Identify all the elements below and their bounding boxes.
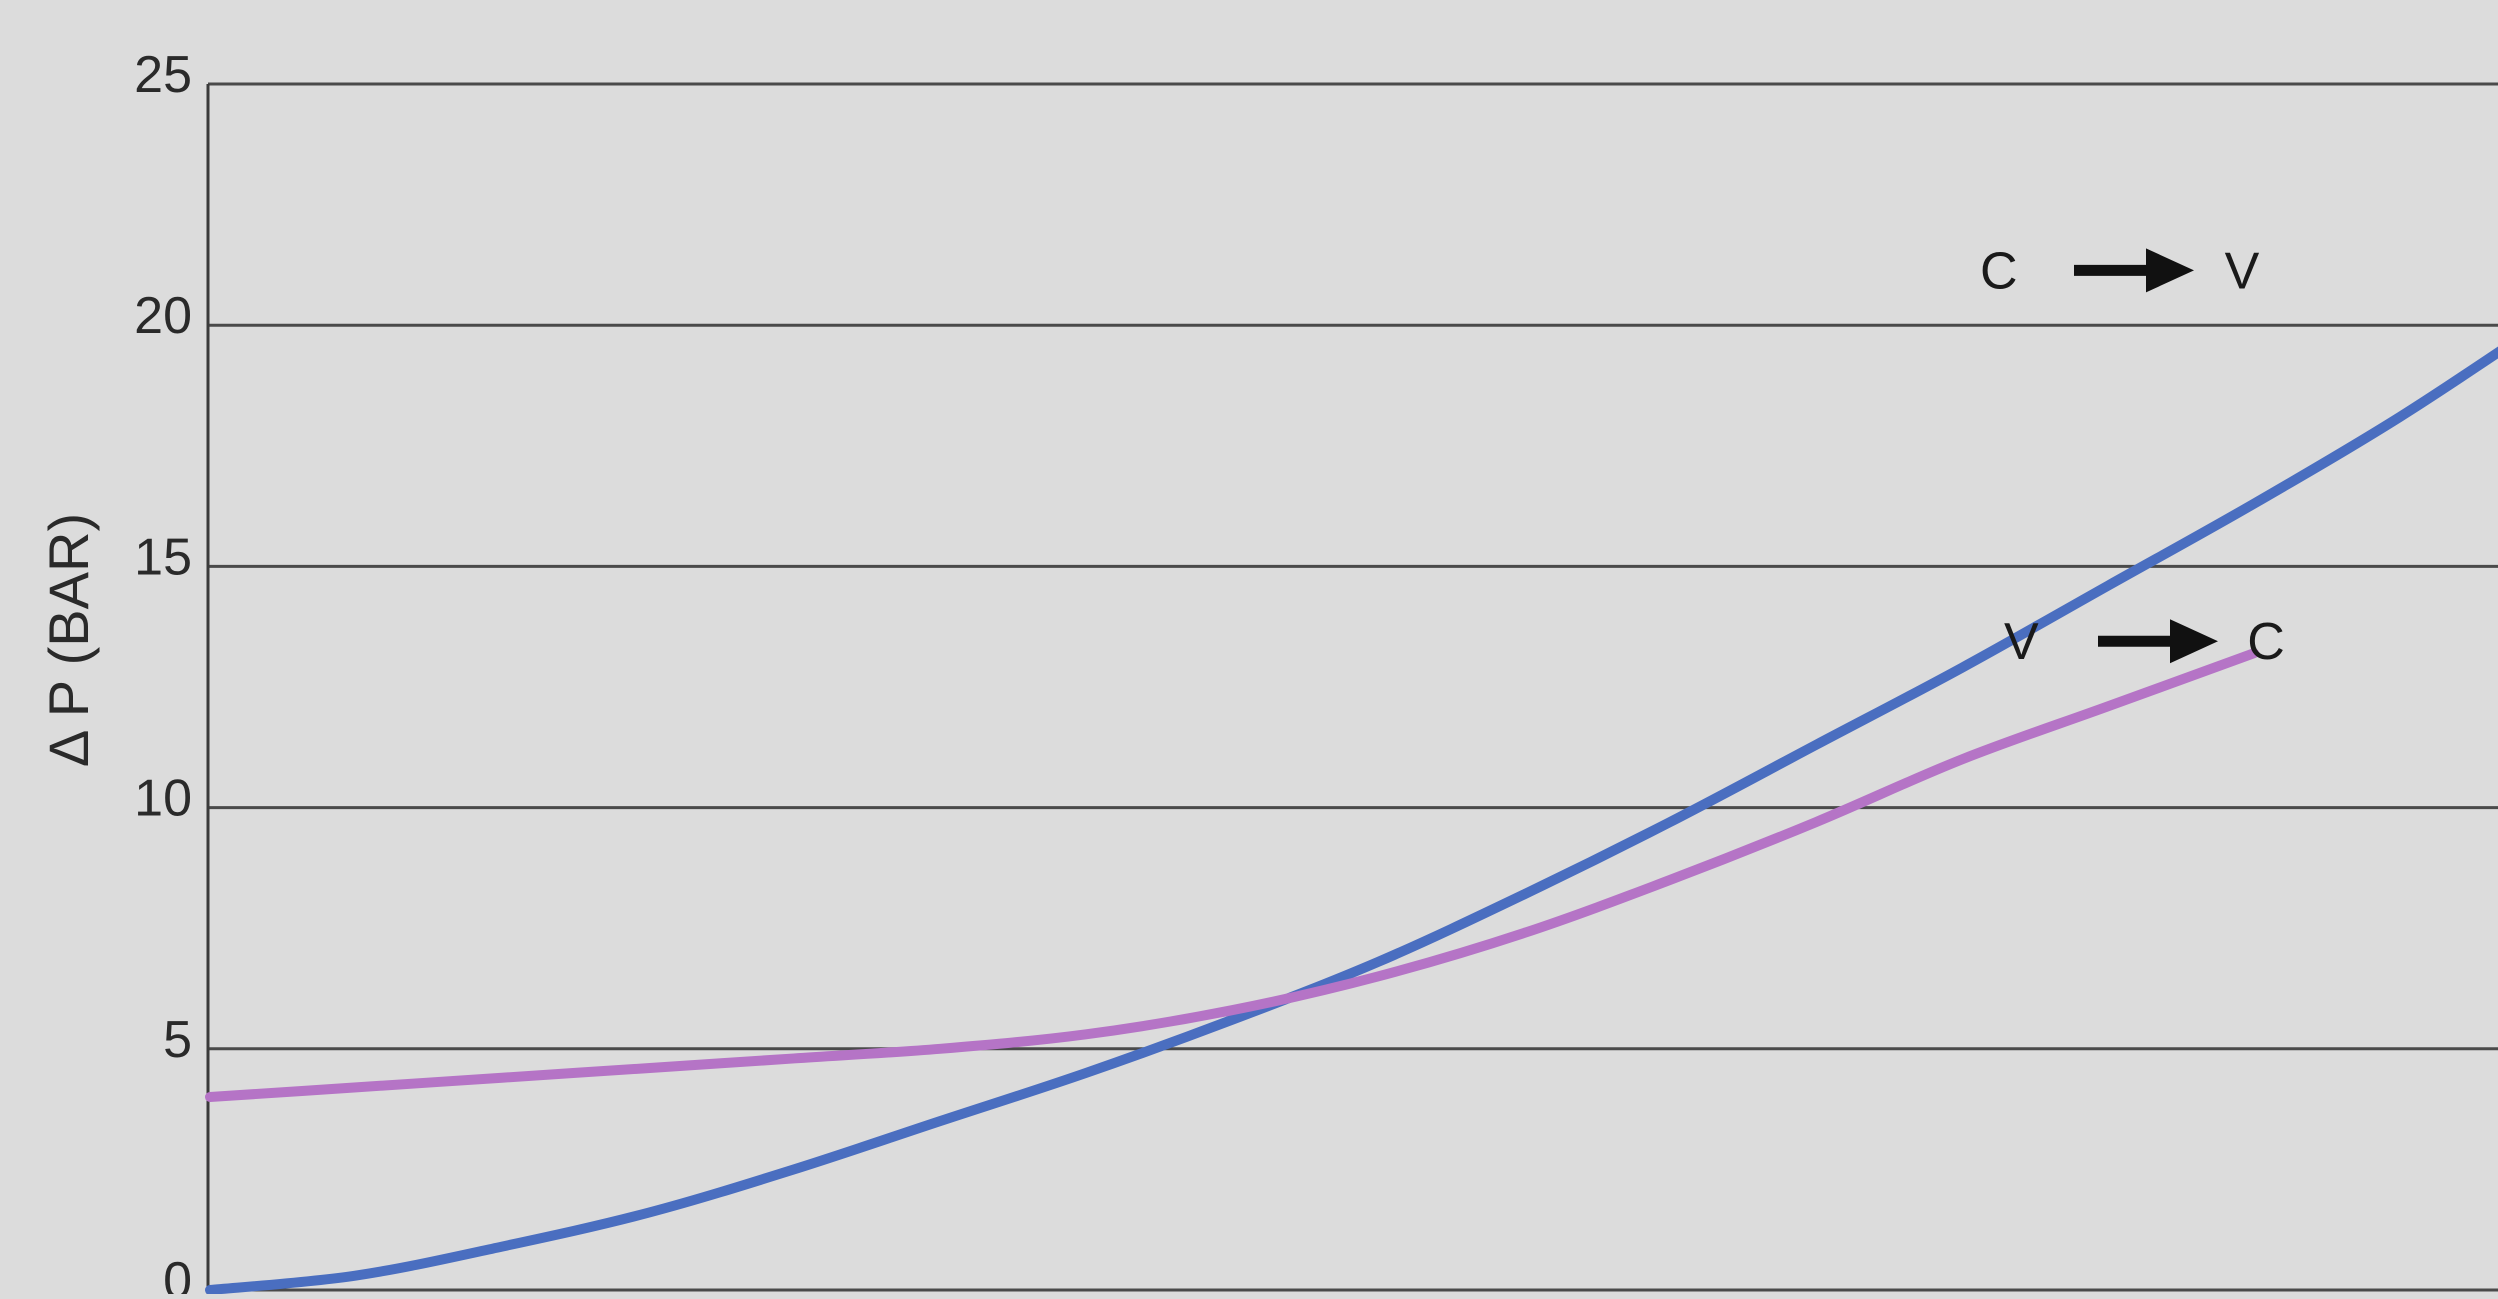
series-label-to: V xyxy=(2225,242,2260,300)
y-tick-label: 25 xyxy=(134,46,192,104)
y-axis: 0 5 10 15 20 25 xyxy=(134,46,210,1299)
y-tick-label: 20 xyxy=(134,287,192,345)
arrow-head-icon xyxy=(2170,619,2218,664)
series-label-to: C xyxy=(2247,613,2285,671)
series-label-from: C xyxy=(1980,242,2018,300)
series-line xyxy=(205,648,2259,1103)
series-line xyxy=(205,346,2498,1295)
y-tick-label: 15 xyxy=(134,528,192,586)
series-label-from: V xyxy=(2004,613,2039,671)
y-axis-label: Δ P (BAR) xyxy=(37,513,100,767)
y-tick-label: 5 xyxy=(163,1011,192,1069)
y-tick-label: 10 xyxy=(134,770,192,828)
arrow-head-icon xyxy=(2146,248,2194,293)
series-labels: C VV C xyxy=(1980,242,2285,671)
y-tick-label: 0 xyxy=(163,1252,192,1294)
series-lines xyxy=(205,346,2498,1295)
gridlines xyxy=(208,82,2498,1292)
